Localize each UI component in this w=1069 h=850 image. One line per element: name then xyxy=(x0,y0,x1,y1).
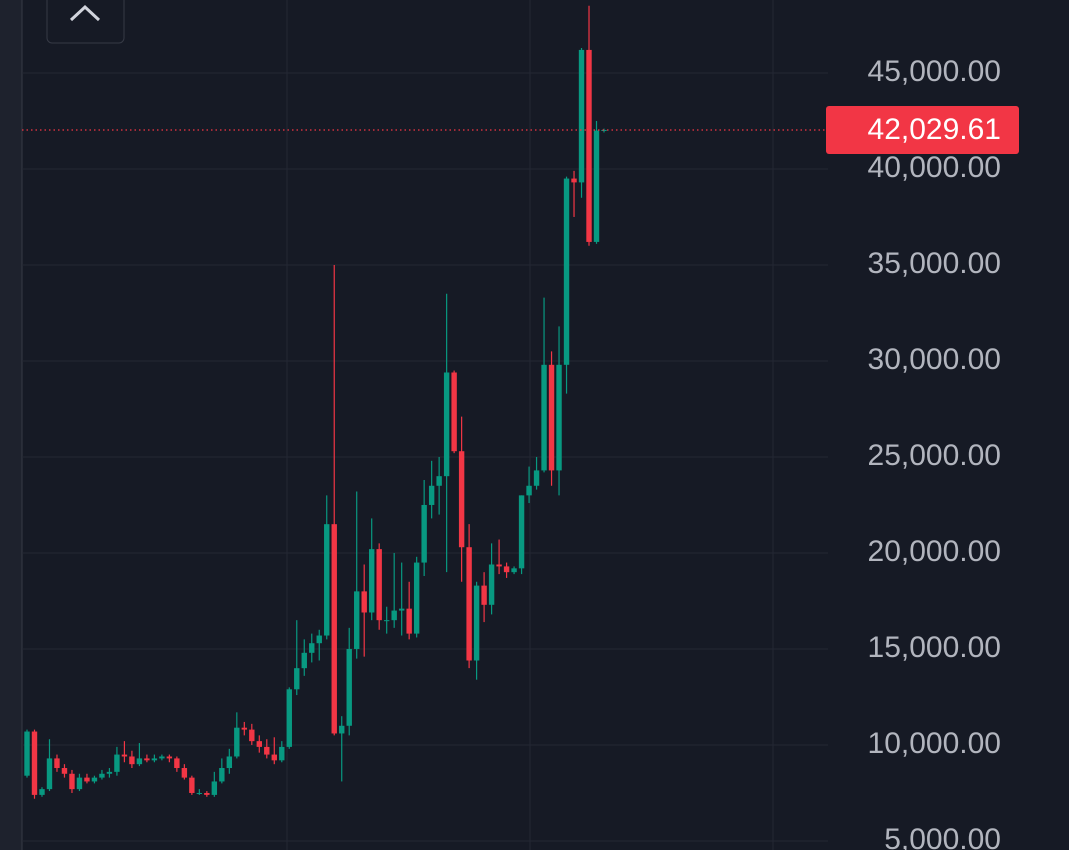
candle-body xyxy=(46,758,53,790)
candle-body xyxy=(286,689,292,747)
candle-body xyxy=(398,608,405,611)
candle-body xyxy=(548,364,555,471)
candle-body xyxy=(121,754,128,757)
candle-body xyxy=(346,648,352,726)
candle-body xyxy=(586,49,592,242)
candle-body xyxy=(39,789,45,795)
candle-body xyxy=(316,635,322,644)
candle-body xyxy=(391,610,397,621)
candle-body xyxy=(151,758,158,761)
candle-body xyxy=(518,495,525,569)
candle-body xyxy=(54,758,60,769)
candle-body xyxy=(511,568,517,573)
candle-body xyxy=(241,727,248,730)
candle-body xyxy=(503,566,510,573)
candle-body xyxy=(234,727,240,757)
candle-body xyxy=(129,756,135,765)
candle-body xyxy=(413,562,420,634)
y-tick-label: 5,000.00 xyxy=(884,823,1001,850)
candle-body xyxy=(204,792,210,795)
candle-body xyxy=(578,49,585,183)
candle-body xyxy=(593,130,600,242)
candle-body xyxy=(189,777,195,793)
candle-body xyxy=(106,771,113,774)
y-tick-label: 20,000.00 xyxy=(868,535,1001,568)
candle-body xyxy=(556,364,562,471)
candle-body xyxy=(458,451,465,548)
candle-body xyxy=(174,758,180,769)
candle-body xyxy=(443,372,450,477)
candle-body xyxy=(24,731,30,776)
y-tick-label: 30,000.00 xyxy=(868,343,1001,376)
candle-body xyxy=(428,485,435,505)
last-price-label: 42,029.61 xyxy=(868,113,1001,146)
candle-body xyxy=(563,178,570,365)
candle-body xyxy=(294,668,300,690)
candle-body xyxy=(271,754,277,761)
y-tick-label: 45,000.00 xyxy=(868,55,1001,88)
candle-body xyxy=(84,777,90,782)
candle-body xyxy=(256,741,262,747)
candle-body xyxy=(249,729,255,742)
candle-body xyxy=(69,773,75,790)
y-tick-label: 25,000.00 xyxy=(868,439,1001,472)
candle-body xyxy=(301,652,307,669)
candle-body xyxy=(166,756,173,759)
candle-body xyxy=(361,591,367,613)
candle-body xyxy=(436,476,442,486)
candle-body xyxy=(466,547,472,661)
candle-body xyxy=(76,777,83,790)
candle-body xyxy=(488,564,495,605)
candle-body xyxy=(331,524,337,734)
candle-body xyxy=(354,591,360,649)
candle-body xyxy=(533,470,540,486)
candle-body xyxy=(369,549,375,613)
candle-body xyxy=(159,756,165,759)
candle-body xyxy=(226,756,233,769)
candle-body xyxy=(324,524,330,636)
candle-body xyxy=(136,758,143,765)
candle-body xyxy=(309,643,315,653)
candle-body xyxy=(61,768,68,774)
y-tick-label: 10,000.00 xyxy=(868,727,1001,760)
candle-body xyxy=(181,768,188,778)
candle-body xyxy=(211,781,218,795)
button-frame[interactable] xyxy=(46,0,125,44)
candle-body xyxy=(421,504,427,563)
candle-body xyxy=(526,485,532,496)
chevron-up-icon[interactable] xyxy=(69,4,101,22)
candle-body xyxy=(376,549,382,621)
candle-body xyxy=(196,792,203,794)
side-strip xyxy=(0,0,22,850)
candle-body xyxy=(496,564,502,567)
candle-body xyxy=(406,608,412,634)
candle-body xyxy=(571,178,577,183)
overlay: 42,029.61 xyxy=(22,105,1019,154)
candle-body xyxy=(99,773,105,778)
candle-body xyxy=(114,754,120,772)
candle-body xyxy=(144,758,150,761)
candle-body xyxy=(91,777,98,782)
candle-body xyxy=(541,364,547,471)
candle-body xyxy=(219,768,225,782)
y-tick-label: 35,000.00 xyxy=(868,247,1001,280)
y-tick-label: 15,000.00 xyxy=(868,631,1001,664)
y-tick-label: 40,000.00 xyxy=(868,151,1001,184)
grid xyxy=(22,72,828,842)
candle-body xyxy=(264,746,270,755)
candle-body xyxy=(31,731,38,795)
candle-body xyxy=(279,746,285,761)
candle-body xyxy=(451,372,457,452)
candle-body xyxy=(383,620,390,622)
candles xyxy=(24,5,607,799)
candle-body xyxy=(339,725,345,734)
last-price-badge xyxy=(826,105,1019,154)
candle-body xyxy=(473,585,480,661)
collapse-button[interactable] xyxy=(46,0,125,44)
candle-body xyxy=(481,585,487,605)
